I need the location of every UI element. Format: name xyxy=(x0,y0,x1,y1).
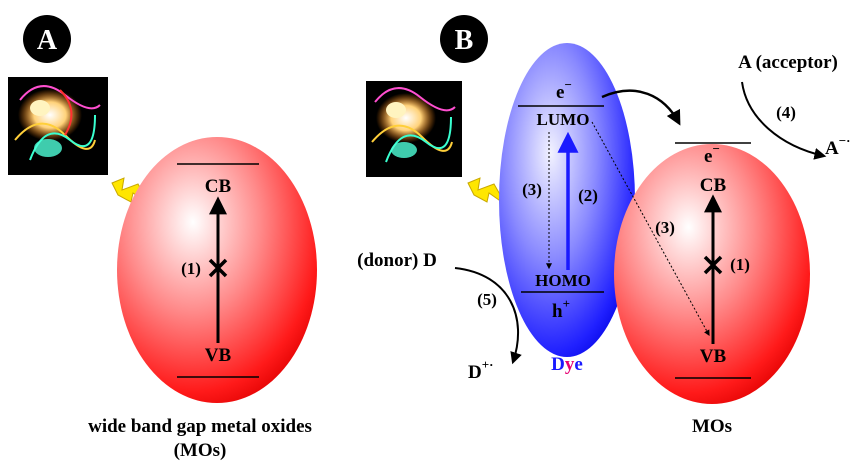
blocked-cross-b xyxy=(703,255,723,275)
dye-hole: h+ xyxy=(552,296,570,322)
caption-b: MOs xyxy=(692,416,732,437)
blocked-cross-a xyxy=(208,258,228,278)
dye-electron: e− xyxy=(556,77,572,103)
mo-electron: e− xyxy=(704,141,720,167)
step2-label: (2) xyxy=(578,186,598,205)
caption-a-line1: wide band gap metal oxides xyxy=(88,416,312,437)
step1-label-b: (1) xyxy=(730,255,750,274)
lumo-label: LUMO xyxy=(537,110,590,129)
step3-label-dye: (3) xyxy=(522,180,542,199)
donor-label: (donor) D xyxy=(357,250,437,271)
light-photo-image xyxy=(366,81,462,177)
acceptor-arrow xyxy=(741,81,827,160)
acceptor-product: A−· xyxy=(825,133,850,159)
vb-label-b: VB xyxy=(700,346,727,367)
step3-label-mo: (3) xyxy=(655,218,675,237)
cb-label-a: CB xyxy=(205,176,232,197)
homo-label: HOMO xyxy=(535,271,591,290)
panel-b-badge-label: B xyxy=(455,25,474,56)
step1-label-a: (1) xyxy=(181,259,201,278)
caption-a-line2: (MOs) xyxy=(174,440,227,461)
panel-a: A CB VB (1) wide band gap metal oxides (… xyxy=(8,15,317,461)
panel-a-badge-label: A xyxy=(37,25,58,56)
step4-label: (4) xyxy=(776,103,796,122)
step5-label: (5) xyxy=(477,290,497,309)
panel-b: B e− LUMO HOMO h+ (2) (3) Dye xyxy=(357,15,850,437)
dye-label: Dye xyxy=(551,354,583,375)
light-photo-image xyxy=(8,77,108,175)
cb-label-b: CB xyxy=(700,175,727,196)
donor-product: D+· xyxy=(468,357,493,383)
acceptor-label: A (acceptor) xyxy=(738,52,838,73)
recombination-arrow xyxy=(591,121,710,337)
injection-arrow xyxy=(601,89,681,126)
vb-label-a: VB xyxy=(205,345,232,366)
donor-arrow xyxy=(454,267,522,365)
panel-b-badge xyxy=(440,15,488,63)
panel-a-badge xyxy=(23,15,71,63)
